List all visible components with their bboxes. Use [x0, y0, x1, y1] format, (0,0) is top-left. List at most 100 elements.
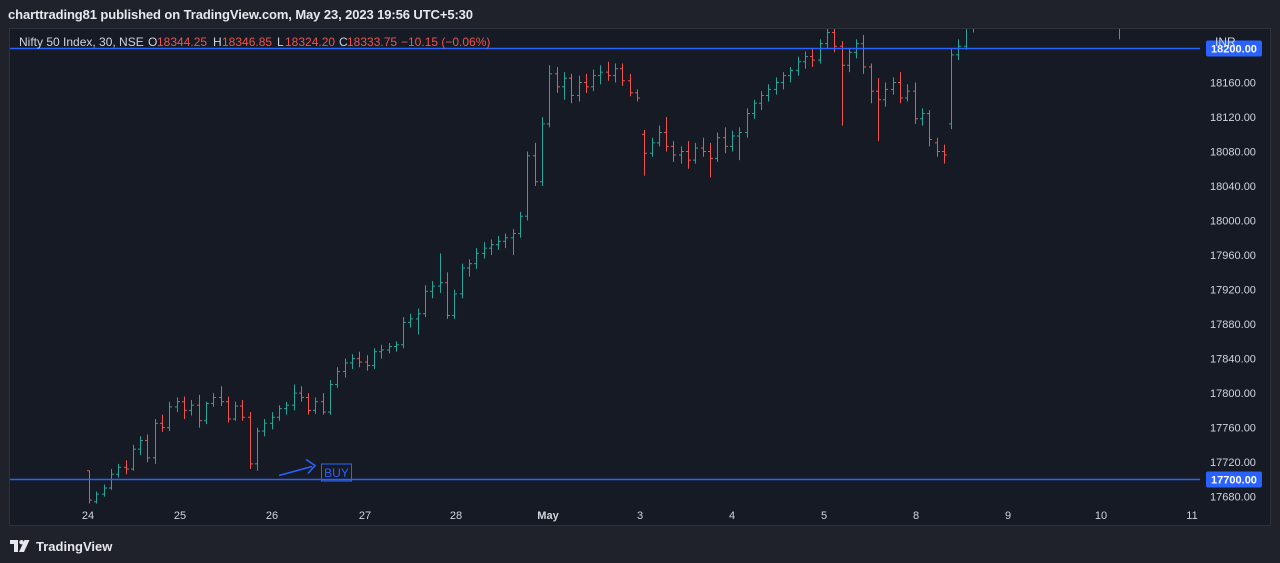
ohlc-bar [87, 470, 92, 504]
ohlc-bar [964, 29, 967, 50]
chart-panel[interactable]: 18200.00 17700.00 BUY 17680.00 17720.00 177… [9, 28, 1271, 526]
ohlc-bar [102, 484, 107, 497]
ohlc-bar [832, 29, 837, 53]
ohlc-bar [379, 344, 384, 359]
tradingview-footer[interactable]: TradingView [10, 537, 112, 555]
ohlc-bar [861, 35, 866, 74]
ohlc-bar [423, 285, 428, 318]
ohlc-bar [94, 491, 99, 504]
ohlc-bar [277, 405, 282, 421]
ohlc-bar [482, 242, 487, 259]
ohlc-bar [262, 418, 267, 437]
ohlc-bar [796, 56, 801, 76]
ohlc-bar [577, 75, 582, 102]
ohlc-bar [825, 29, 830, 48]
ohlc-bar [555, 66, 560, 93]
ohlc-bar [569, 73, 574, 104]
time-tick-label: 8 [913, 510, 919, 522]
ohlc-bar [343, 358, 348, 378]
price-tick-label: 18000.00 [1210, 216, 1256, 228]
legend-open-value: 18344.25 [157, 35, 207, 49]
ohlc-bar [357, 351, 362, 368]
ohlc-bar [847, 47, 852, 73]
ohlc-bar [525, 151, 530, 221]
ohlc-bar [372, 348, 377, 369]
ohlc-bar [642, 129, 647, 176]
ohlc-bar [869, 63, 874, 104]
ohlc-bar [489, 239, 494, 256]
ohlc-bar [350, 354, 355, 369]
ohlc-bar [160, 414, 165, 432]
ohlc-bar [153, 418, 158, 464]
ohlc-chart[interactable]: 18200.00 17700.00 BUY 17680.00 17720.00 177… [10, 29, 1271, 526]
ohlc-bar [818, 39, 823, 64]
ohlc-bar [657, 125, 662, 147]
line-price-label: 18200.00 [1211, 44, 1257, 56]
buy-arrow-shaft [278, 465, 313, 477]
ohlc-bar [496, 236, 501, 250]
ohlc-bar [679, 146, 684, 164]
ohlc-bar [306, 393, 311, 415]
ohlc-bar [949, 47, 954, 130]
buy-arrow-icon [305, 458, 317, 475]
ohlc-bar [292, 384, 297, 411]
ohlc-bar [628, 73, 633, 97]
price-bars [87, 29, 1120, 504]
ohlc-bar [394, 341, 399, 352]
ohlc-bar [730, 130, 735, 152]
ohlc-bar [445, 272, 450, 319]
legend-high-value: 18346.85 [222, 35, 272, 49]
publish-text: charttrading81 published on TradingView.… [8, 7, 473, 22]
ohlc-bar [533, 142, 538, 187]
ohlc-bar [781, 72, 786, 90]
ohlc-bar [503, 233, 508, 249]
ohlc-bar [745, 108, 750, 138]
ohlc-bar [233, 401, 238, 421]
ohlc-bar [474, 248, 479, 269]
legend-close-label: C [339, 35, 348, 49]
ohlc-bar [124, 460, 129, 475]
time-axis[interactable]: 24 25 26 27 28 May 3 4 5 8 9 10 11 [82, 510, 1198, 522]
ohlc-bar [182, 396, 187, 419]
ohlc-bar [387, 343, 392, 354]
ohlc-bar [803, 51, 808, 69]
ohlc-bar [766, 84, 771, 102]
price-axis[interactable]: 17680.00 17720.00 17760.00 17800.00 17840.00… [1210, 77, 1256, 503]
ohlc-bar [693, 142, 698, 164]
ohlc-bar [189, 400, 194, 416]
price-tick-label: 17840.00 [1210, 354, 1256, 366]
ohlc-bar [511, 229, 516, 256]
price-tick-label: 17880.00 [1210, 319, 1256, 331]
time-tick-label: 3 [637, 510, 643, 522]
price-tick-label: 17920.00 [1210, 285, 1256, 297]
ohlc-bar [774, 77, 779, 95]
ohlc-bar [145, 434, 150, 463]
legend-change: −10.15 (−0.06%) [401, 35, 490, 49]
time-tick-label: 24 [82, 510, 94, 522]
ohlc-bar [927, 110, 932, 147]
ohlc-bar [905, 84, 910, 102]
ohlc-bar [540, 117, 545, 187]
buy-annotation[interactable]: BUY [278, 458, 352, 482]
ohlc-bar [335, 367, 340, 388]
price-tick-label: 17760.00 [1210, 423, 1256, 435]
ohlc-bar [116, 463, 121, 478]
ohlc-bar [416, 308, 421, 335]
ohlc-bar [226, 396, 231, 423]
ohlc-bar [408, 313, 413, 328]
ohlc-bar [365, 355, 370, 371]
currency-label[interactable]: INR [1215, 35, 1236, 49]
line-price-badge[interactable] [1206, 40, 1262, 57]
ohlc-bar [211, 393, 216, 407]
ohlc-bar [650, 137, 655, 157]
ohlc-bar [635, 89, 640, 102]
time-tick-label: 9 [1005, 510, 1011, 522]
ohlc-bar [942, 144, 947, 164]
ohlc-bar [430, 280, 435, 299]
ohlc-bar [935, 137, 940, 157]
line-price-badge[interactable] [1206, 471, 1262, 488]
ohlc-bar [270, 412, 275, 430]
time-tick-label: 26 [266, 510, 278, 522]
ohlc-bar [197, 394, 202, 428]
ohlc-bar [1119, 29, 1120, 40]
